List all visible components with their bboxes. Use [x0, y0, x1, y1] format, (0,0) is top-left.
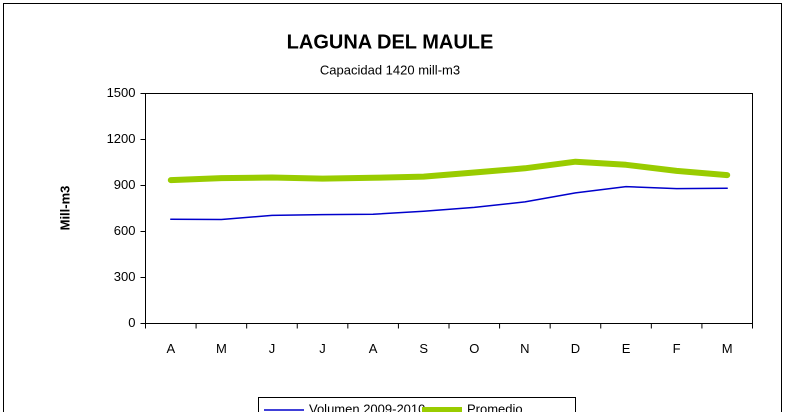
x-tick-label: A — [369, 341, 378, 356]
x-tick-label: J — [319, 341, 326, 356]
legend-box — [258, 397, 576, 412]
x-tick-label: M — [216, 341, 227, 356]
x-tick-label: A — [166, 341, 175, 356]
y-tick-label: 1200 — [107, 131, 136, 146]
y-tick-label: 600 — [114, 223, 136, 238]
x-tick-label: O — [469, 341, 479, 356]
x-tick-label: M — [722, 341, 733, 356]
legend-label: Promedio — [467, 401, 523, 412]
x-tick-label: S — [419, 341, 428, 356]
y-tick-label: 300 — [114, 269, 136, 284]
chart-border — [3, 3, 782, 412]
x-tick-label: J — [269, 341, 276, 356]
x-tick-label: D — [571, 341, 580, 356]
chart-subtitle: Capacidad 1420 mill-m3 — [320, 62, 460, 77]
legend-label: Volumen 2009-2010 — [309, 401, 425, 412]
x-tick-label: E — [622, 341, 631, 356]
x-tick-label: N — [520, 341, 529, 356]
series-line — [170, 185, 728, 221]
y-tick-label: 900 — [114, 177, 136, 192]
chart-title: LAGUNA DEL MAULE — [287, 31, 494, 53]
y-tick-label: 1500 — [107, 85, 136, 100]
series-line — [167, 158, 731, 184]
y-axis-label: Mill-m3 — [57, 186, 72, 231]
y-tick-label: 0 — [128, 315, 135, 330]
x-tick-label: F — [673, 341, 681, 356]
